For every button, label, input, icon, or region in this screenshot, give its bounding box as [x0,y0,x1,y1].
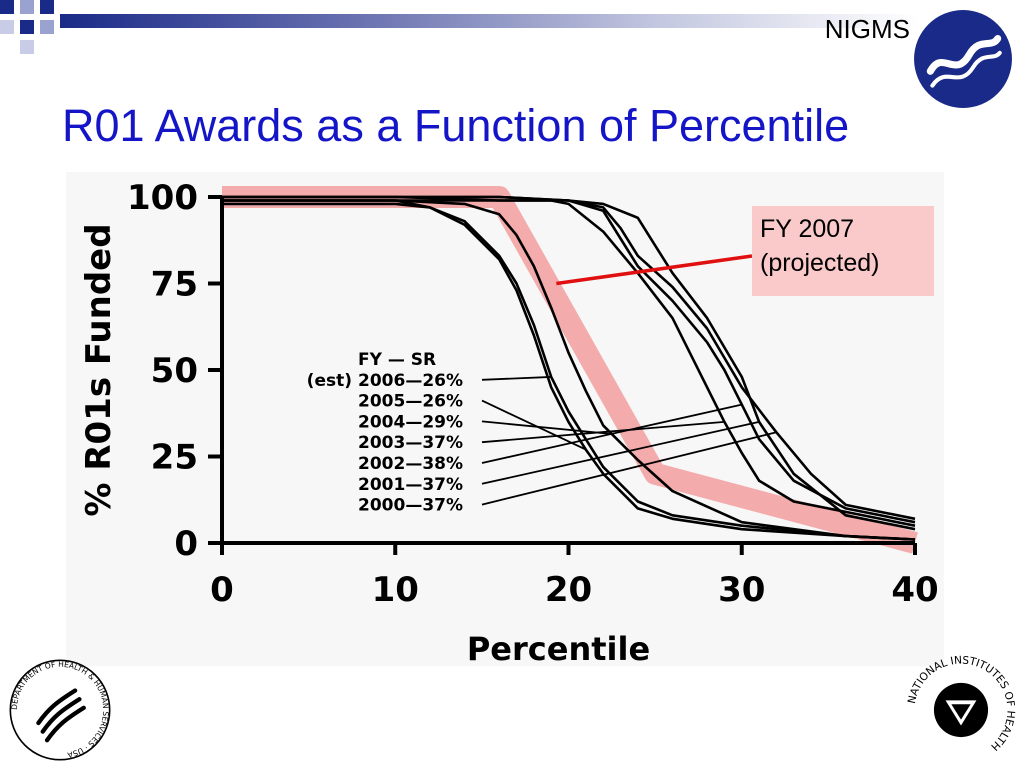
x-tick-label: 40 [891,570,938,610]
callout-pointer-line [556,254,753,286]
legend-entry-2006: 2006—26% [358,371,463,391]
y-tick-label: 100 [127,178,198,218]
series-line-2000 [222,199,916,521]
series-line-2005 [222,199,916,541]
legend-entry-2002: 2002—38% [358,454,463,474]
legend-entry-2001: 2001—37% [358,475,463,495]
legend-leader-2002 [481,403,742,464]
hhs-eagle-logo-icon: DEPARTMENT OF HEALTH & HUMAN SERVICES · … [9,659,111,761]
slide-title: R01 Awards as a Function of Percentile [62,100,850,151]
series-line-2001 [222,195,916,531]
y-axis-label: % R01s Funded [79,223,119,516]
x-tick-label: 10 [372,570,419,610]
projection-callout: FY 2007 (projected) [752,206,934,296]
y-tick-label: 75 [151,265,198,305]
y-tick-label: 0 [174,524,198,564]
header-squares-decoration [0,0,54,54]
nih-logo-icon: NATIONAL INSTITUTES OF HEALTH [905,653,1018,753]
legend-leader-2001 [481,421,760,485]
legend-entry-2004: 2004—29% [358,412,463,432]
org-name: NIGMS [824,14,910,44]
x-tick-label: 30 [718,570,765,610]
header-gradient-bar [60,14,920,28]
callout-line-1: FY 2007 [760,215,855,243]
legend-header: FY — SR [358,350,436,370]
legend-leader-2000 [481,431,777,506]
legend-leader-2005 [481,399,587,451]
series-line-2004 [222,199,916,541]
legend-leader-2003 [481,421,725,444]
series-line-2006 [222,202,916,541]
nigms-logo-icon [914,10,1012,108]
legend-entry-2000: 2000—37% [358,496,463,516]
x-axis-label: Percentile [467,630,650,666]
y-tick-label: 25 [151,438,198,478]
legend-entry-2003: 2003—37% [358,433,463,453]
percentile-funding-chart: 0 10 20 30 40 0 25 50 75 100 Percentile % R01s Fund… [79,178,939,666]
x-tick-label: 20 [545,570,592,610]
callout-line-2: (projected) [760,249,880,277]
legend-leader-2004 [481,420,612,435]
y-tick-label: 50 [151,351,198,391]
legend-note: (est) [307,371,352,391]
legend-entry-2005: 2005—26% [358,392,463,412]
legend-leader-2006 [481,376,552,381]
x-tick-label: 0 [210,570,234,610]
